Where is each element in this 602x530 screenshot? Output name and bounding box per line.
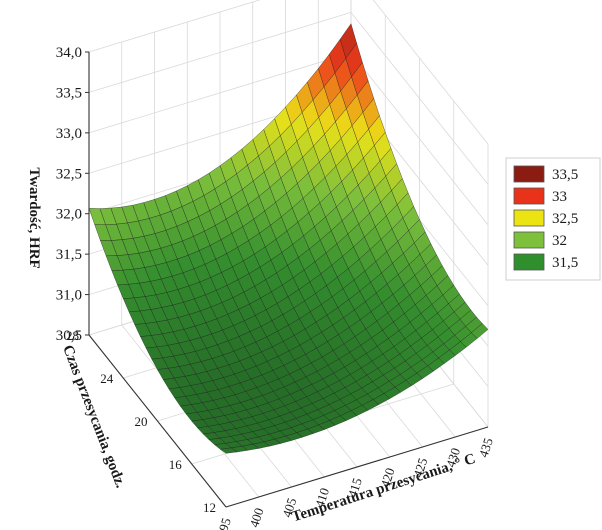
x-tick-label: 435 [476, 436, 496, 459]
z-tick-label: 34,0 [56, 45, 82, 61]
z-tick-label: 31,5 [56, 247, 82, 263]
y-tick-label: 20 [135, 414, 148, 429]
wall-grid-line [88, 12, 352, 93]
x-tick-label: 420 [377, 466, 397, 489]
z-axis-title: Twardość, HRF [26, 167, 42, 268]
legend-swatch [513, 187, 545, 205]
surface-cell [219, 447, 238, 454]
x-tick-label: 405 [279, 496, 299, 519]
y-axis-line [88, 334, 227, 508]
legend-label: 31,5 [552, 255, 578, 271]
x-tick-label: 415 [345, 476, 365, 499]
x-tick-label: 425 [410, 456, 430, 479]
x-tick-label: 410 [312, 486, 332, 509]
legend-swatch [513, 209, 545, 227]
z-tick-label: 32,0 [56, 207, 82, 223]
tick-labels: 30,5 31,0 31,5 32,0 32,5 33,0 33,5 34,0 395 400 40… [56, 45, 496, 530]
x-tick-label: 430 [443, 446, 463, 469]
legend-swatch [513, 231, 545, 249]
wall-grid-line [350, 52, 489, 226]
axes [88, 52, 489, 508]
y-axis-title: Czas przesycania, godz. [59, 343, 128, 491]
legend-label: 32,5 [552, 211, 578, 227]
legend-swatch [513, 253, 545, 271]
x-tick-label: 400 [246, 506, 266, 529]
z-tick-label: 32,5 [56, 166, 82, 182]
x-tick-label: 395 [214, 516, 234, 530]
legend-label: 32 [552, 233, 567, 249]
y-tick-label: 16 [169, 457, 183, 472]
y-tick-label: 28 [66, 328, 79, 343]
z-tick-label: 33,0 [56, 126, 82, 142]
z-tick-label: 31,0 [56, 288, 82, 304]
legend-swatch [513, 165, 545, 183]
legend: 33,5 33 32,5 32 31,5 [505, 157, 601, 281]
y-tick-label: 12 [203, 500, 216, 515]
wall-grid-line [88, 0, 261, 53]
legend-label: 33 [552, 189, 567, 205]
z-tick-label: 33,5 [56, 85, 82, 101]
y-tick-label: 24 [100, 371, 114, 386]
z-tick-label: 30,5 [56, 328, 82, 344]
surface [88, 23, 489, 454]
legend-label: 33,5 [552, 167, 578, 183]
x-axis-line [225, 426, 489, 508]
wall-grid-line [350, 12, 489, 185]
wall-grid-line [372, 0, 489, 145]
wall-grid-line [88, 52, 352, 134]
